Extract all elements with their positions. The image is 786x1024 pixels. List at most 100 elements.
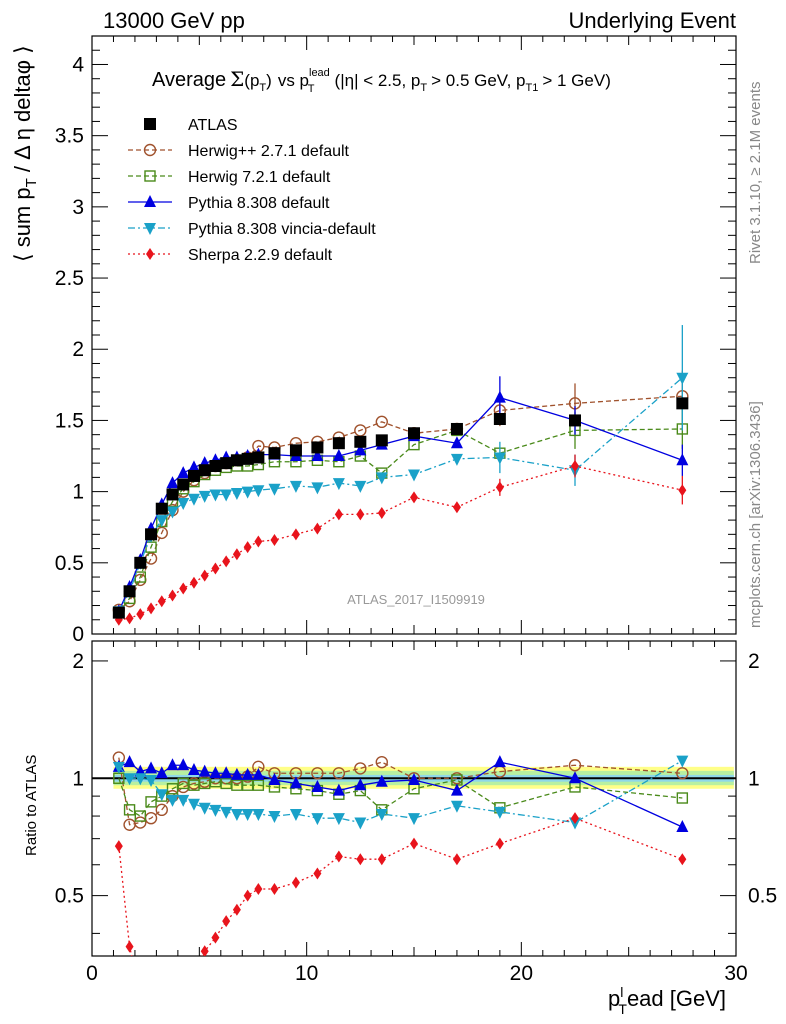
ratio-point-sherpa-2-2-9-default <box>254 882 263 895</box>
point-atlas <box>252 451 265 464</box>
y-tick-label: 3 <box>72 196 84 219</box>
y-tick-label: 1.5 <box>55 409 84 432</box>
point-atlas <box>289 444 302 457</box>
ratio-point-pythia-8-308-default <box>209 766 222 779</box>
title-vs: vs p <box>278 71 309 90</box>
ratio-point-herwig-7-2-1-default <box>241 779 254 791</box>
point-pythia-8-308-vincia-default <box>220 489 233 502</box>
point-atlas <box>676 397 689 410</box>
legend-marker-pythia-8-308-vincia-default <box>144 223 156 235</box>
point-pythia-8-308-default <box>177 466 190 479</box>
ratio-point-sherpa-2-2-9-default <box>377 853 386 866</box>
ratio-point-sherpa-2-2-9-default <box>270 882 279 895</box>
point-pythia-8-308-default <box>187 460 200 473</box>
point-pythia-8-308-vincia-default <box>289 480 302 493</box>
ratio-tick-label-right: 1 <box>748 767 760 790</box>
ratio-point-herwig-7-2-1-default <box>113 772 125 784</box>
point-sherpa-2-2-9-default <box>189 576 198 589</box>
point-pythia-8-308-vincia-default <box>268 483 281 496</box>
ratio-point-pythia-8-308-vincia-default <box>187 798 200 811</box>
legend-marker-sherpa-2-2-9-default <box>146 248 154 260</box>
point-sherpa-2-2-9-default <box>125 612 134 625</box>
point-pythia-8-308-vincia-default <box>354 480 367 493</box>
ratio-point-pythia-8-308-default <box>123 755 136 768</box>
point-sherpa-2-2-9-default <box>157 595 166 608</box>
ratio-point-pythia-8-308-vincia-default <box>676 755 689 768</box>
ratio-point-pythia-8-308-vincia-default <box>145 774 158 787</box>
ratio-point-pythia-8-308-default <box>145 761 158 774</box>
point-sherpa-2-2-9-default <box>356 508 365 521</box>
ratio-point-sherpa-2-2-9-default <box>678 853 687 866</box>
point-atlas <box>268 447 281 460</box>
point-pythia-8-308-vincia-default <box>332 478 345 491</box>
ratio-point-sherpa-2-2-9-default <box>211 931 220 944</box>
point-pythia-8-308-default <box>354 443 367 456</box>
legend-label-herwig-2-7-1-default: Herwig++ 2.7.1 default <box>188 143 350 160</box>
ratio-tick-label-left: 2 <box>72 650 84 673</box>
ratio-point-herwig-7-2-1-default <box>231 779 243 791</box>
ratio-point-herwig-7-2-1-default <box>408 783 420 795</box>
point-pythia-8-308-vincia-default <box>177 498 190 511</box>
ratio-point-pythia-8-308-vincia-default <box>177 794 190 807</box>
ratio-point-pythia-8-308-vincia-default <box>332 813 345 826</box>
title-rest1-sub: T <box>420 82 427 94</box>
ratio-point-sherpa-2-2-9-default <box>495 837 504 850</box>
point-herwig-7-2-1-default <box>408 438 420 451</box>
point-sherpa-2-2-9-default <box>291 528 300 541</box>
ratio-point-herwig-2-7-1-default <box>375 755 388 769</box>
xlabel-sub: T <box>618 1001 627 1017</box>
xlabel-rest: ead [GeV] <box>627 986 726 1011</box>
ratio-tick-label-left: 0.5 <box>55 885 84 908</box>
ratio-point-pythia-8-308-default <box>569 771 581 784</box>
point-herwig-2-7-1-default <box>144 552 158 565</box>
ratio-point-pythia-8-308-vincia-default <box>155 789 168 802</box>
point-sherpa-2-2-9-default <box>410 491 418 504</box>
point-pythia-8-308-vincia-default <box>375 472 388 485</box>
point-sherpa-2-2-9-default <box>232 548 241 561</box>
ratio-point-pythia-8-308-default <box>187 763 200 776</box>
ratio-point-pythia-8-308-vincia-default <box>354 817 367 830</box>
ratio-point-sherpa-2-2-9-default <box>571 812 579 825</box>
ratio-point-pythia-8-308-vincia-default <box>198 802 211 815</box>
point-atlas <box>155 502 168 515</box>
legend-marker-atlas <box>144 118 156 130</box>
ratio-point-herwig-7-2-1-default <box>198 777 211 790</box>
point-atlas <box>145 528 158 541</box>
ratio-point-pythia-8-308-default <box>220 766 233 779</box>
ratio-point-pythia-8-308-default <box>311 779 324 792</box>
y-tick-label: 0 <box>72 623 84 646</box>
point-pythia-8-308-vincia-default <box>252 485 265 498</box>
point-atlas <box>134 556 147 569</box>
ratio-tick-label-right: 2 <box>748 650 760 673</box>
point-pythia-8-308-vincia-default <box>311 482 324 495</box>
point-sherpa-2-2-9-default <box>136 608 145 621</box>
ratio-group-pythia-8-308-default <box>112 755 689 832</box>
ratio-point-pythia-8-308-default <box>354 778 367 791</box>
ratio-point-pythia-8-308-default <box>177 758 190 771</box>
header-right: Underlying Event <box>568 8 736 33</box>
title-rest3: > 1 GeV) <box>542 71 611 90</box>
point-pythia-8-308-vincia-default <box>155 515 168 528</box>
ratio-point-sherpa-2-2-9-default <box>291 876 300 889</box>
point-sherpa-2-2-9-default <box>147 602 156 615</box>
point-pythia-8-308-vincia-default <box>450 453 463 466</box>
ratio-point-pythia-8-308-vincia-default <box>375 808 388 821</box>
ratio-point-pythia-8-308-vincia-default <box>209 804 222 817</box>
ylabel-post: / Δ η deltaφ ⟩ <box>10 45 35 178</box>
title-ppt-close: ) <box>266 71 272 90</box>
point-sherpa-2-2-9-default <box>222 555 231 568</box>
title-rest2-sub: T1 <box>526 82 539 94</box>
ratio-point-pythia-8-308-vincia-default <box>450 800 463 813</box>
legend-label-sherpa-2-2-9-default: Sherpa 2.2.9 default <box>188 247 333 264</box>
ratio-point-pythia-8-308-vincia-default <box>241 808 254 821</box>
ratio-tick-label-left: 1 <box>72 767 84 790</box>
point-atlas <box>220 457 233 470</box>
ratio-point-herwig-2-7-1-default <box>155 803 168 817</box>
y-tick-label: 4 <box>72 53 84 76</box>
ratio-point-sherpa-2-2-9-default <box>356 853 365 866</box>
ratio-point-pythia-8-308-default <box>252 767 265 780</box>
point-sherpa-2-2-9-default <box>334 508 343 521</box>
ratio-point-herwig-7-2-1-default <box>123 804 136 816</box>
point-atlas <box>408 427 420 440</box>
x-tick-label: 30 <box>724 962 747 985</box>
